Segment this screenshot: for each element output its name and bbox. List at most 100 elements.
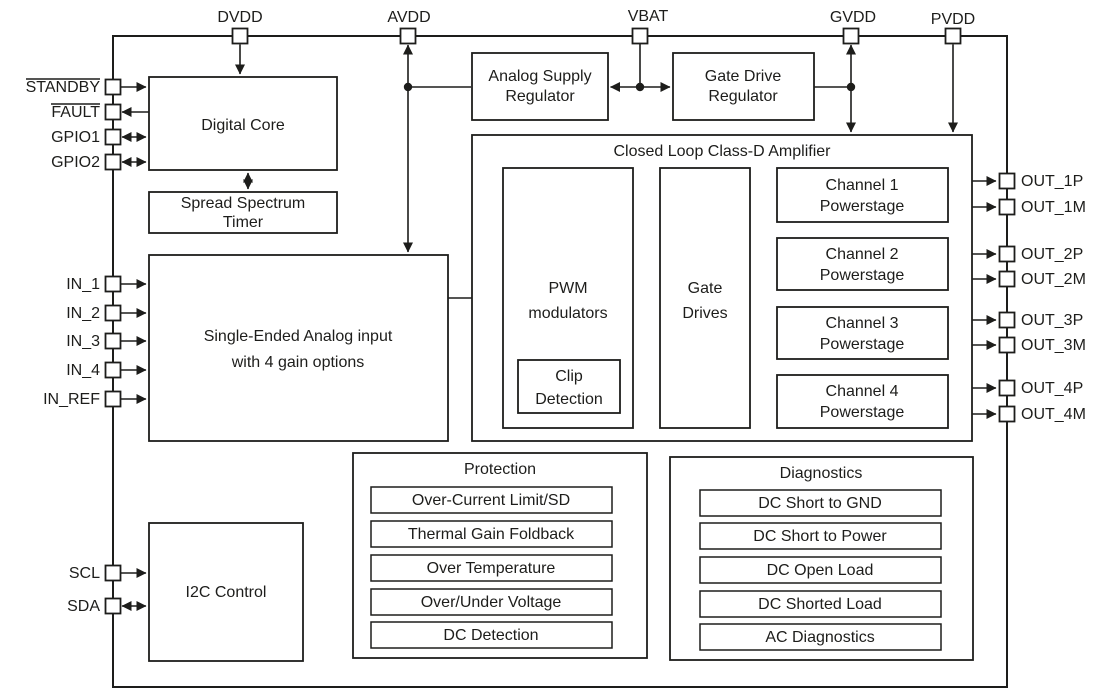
pin-label-fault: FAULT [51,104,100,121]
diagnostics-item1-box [699,489,942,517]
channel2-label-line2: Powerstage [820,267,905,284]
analog-supply-regulator-label-line1: Analog Supply [488,68,591,85]
pin-dvdd [231,27,249,45]
pin-pvdd [944,27,962,45]
chip-boundary [112,35,1008,688]
pin-scl [104,564,122,582]
diagnostics-item5-label: AC Diagnostics [765,629,874,646]
protection-item2-box [370,520,613,548]
pin-labels: DVDD AVDD VBAT GVDD PVDD STANDBY FAULT G… [26,8,1086,615]
pin-label-out2p: OUT_2P [1021,246,1083,263]
pin-gpio2 [104,153,122,171]
pwm-modulators-label-line1: PWM [548,280,587,297]
protection-item3-box [370,554,613,582]
pin-in4 [104,361,122,379]
pin-label-standby: STANDBY [26,79,101,96]
gate-drive-regulator-label-line2: Regulator [708,88,778,105]
analog-input-label-line2: with 4 gain options [231,354,365,371]
pin-label-out2m: OUT_2M [1021,271,1086,288]
pin-standby [104,78,122,96]
clip-detection-label-line1: Clip [555,368,583,385]
pin-out3m [998,336,1016,354]
channel2-label-line1: Channel 2 [826,246,899,263]
class-d-amplifier-title: Closed Loop Class-D Amplifier [614,143,832,160]
channel3-powerstage-block [776,306,949,360]
spread-spectrum-timer-block [148,191,338,234]
diagnostics-item2-box [699,522,942,550]
pin-in3 [104,332,122,350]
pin-out2m [998,270,1016,288]
pin-label-out4m: OUT_4M [1021,406,1086,423]
diagnostics-item3-box [699,556,942,584]
pin-fault [104,103,122,121]
analog-supply-regulator-block [471,52,609,121]
pin-label-avdd: AVDD [387,9,430,26]
clip-detection-label-line2: Detection [535,391,603,408]
protection-item4-label: Over/Under Voltage [421,594,562,611]
channel4-label-line1: Channel 4 [826,383,899,400]
pin-label-out3m: OUT_3M [1021,337,1086,354]
protection-item1-label: Over-Current Limit/SD [412,492,570,509]
channel3-label-line2: Powerstage [820,336,905,353]
diagnostics-item4-label: DC Shorted Load [758,596,882,613]
pin-out3p [998,311,1016,329]
pin-label-in3: IN_3 [66,333,100,350]
pin-label-pvdd: PVDD [931,11,975,28]
junction-vbat [635,82,645,92]
pin-out1m [998,198,1016,216]
protection-item3-label: Over Temperature [427,560,556,577]
blocks: Digital Core Spread Spectrum Timer Analo… [148,52,974,662]
pin-out2p [998,245,1016,263]
gate-drives-label-line2: Drives [682,305,727,322]
channel2-powerstage-block [776,237,949,291]
pin-vbat [631,27,649,45]
gate-drives-label-line1: Gate [688,280,723,297]
gate-drive-regulator-label-line1: Gate Drive [705,68,782,85]
pin-avdd [399,27,417,45]
digital-core-label: Digital Core [201,117,285,134]
i2c-control-block [148,522,304,662]
pin-label-gpio1: GPIO1 [51,129,100,146]
pin-label-in2: IN_2 [66,305,100,322]
diagnostics-item3-label: DC Open Load [767,562,874,579]
protection-item2-label: Thermal Gain Foldback [408,526,575,543]
pin-label-scl: SCL [69,565,100,582]
channel3-label-line1: Channel 3 [826,315,899,332]
diagnostics-item5-box [699,623,942,651]
pin-out4p [998,379,1016,397]
protection-item4-box [370,588,613,616]
protection-item5-box [370,621,613,649]
channel4-powerstage-block [776,374,949,429]
diagnostics-title: Diagnostics [780,465,863,482]
pin-gvdd [842,27,860,45]
junction-avdd [403,82,413,92]
pin-label-out4p: OUT_4P [1021,380,1083,397]
pin-label-inref: IN_REF [43,391,100,408]
spread-spectrum-timer-label-line1: Spread Spectrum [181,195,306,212]
analog-supply-regulator-label-line2: Regulator [505,88,575,105]
pin-label-out1m: OUT_1M [1021,199,1086,216]
channel1-powerstage-block [776,167,949,223]
pin-label-in1: IN_1 [66,276,100,293]
channel1-label-line1: Channel 1 [826,177,899,194]
i2c-control-label: I2C Control [186,584,267,601]
protection-title: Protection [464,461,536,478]
junction-gvdd [846,82,856,92]
clip-detection-block [517,359,621,414]
spread-spectrum-timer-label-line2: Timer [223,214,264,231]
pin-inref [104,390,122,408]
pin-in2 [104,304,122,322]
channel4-label-line2: Powerstage [820,404,905,421]
pin-gpio1 [104,128,122,146]
pin-label-gvdd: GVDD [830,9,876,26]
protection-item5-label: DC Detection [443,627,538,644]
pin-label-out1p: OUT_1P [1021,173,1083,190]
gate-drive-regulator-block [672,52,815,121]
analog-input-label-line1: Single-Ended Analog input [204,328,393,345]
pin-label-in4: IN_4 [66,362,100,379]
pins [104,27,1016,615]
pin-label-gpio2: GPIO2 [51,154,100,171]
pin-label-out3p: OUT_3P [1021,312,1083,329]
diagnostics-item1-label: DC Short to GND [758,495,882,512]
